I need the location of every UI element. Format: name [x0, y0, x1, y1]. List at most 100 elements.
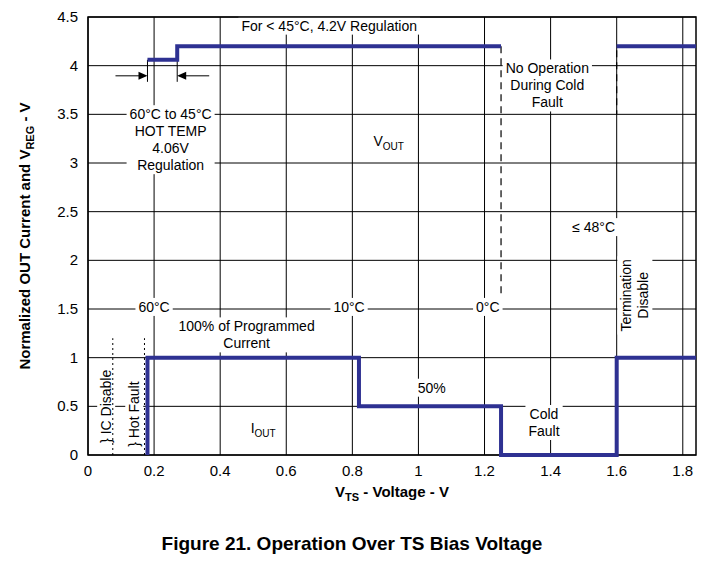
y-tick-label: 0	[70, 446, 78, 463]
x-tick-label: 0.2	[144, 462, 165, 479]
annotation-background	[415, 379, 449, 397]
annotation-background	[370, 132, 406, 153]
annotation: IOUT	[248, 419, 279, 440]
x-tick-label: 1.2	[474, 462, 495, 479]
x-tick-label: 1.4	[540, 462, 561, 479]
x-tick-label: 0	[84, 462, 92, 479]
subscript: OUT	[383, 141, 404, 152]
annotation-line: Disable	[635, 272, 651, 319]
annotation-text: 60°C	[138, 299, 169, 315]
x-tick-label: 0.4	[210, 462, 231, 479]
annotation: 60°C to 45°CHOT TEMP4.06VRegulation	[127, 105, 215, 174]
x-grid-line	[682, 17, 683, 455]
series-group	[147, 46, 696, 455]
y-tick-label: 1	[70, 349, 78, 366]
annotation-text: No OperationDuring ColdFault	[506, 60, 589, 110]
annotation: 0°C	[473, 298, 503, 316]
annotation-line: Fault	[528, 423, 559, 439]
background	[0, 0, 704, 571]
y-grid-line	[88, 260, 696, 261]
annotation-line: 100% of Programmed	[179, 318, 315, 334]
annotation-line: During Cold	[510, 77, 584, 93]
text-part: V	[335, 483, 345, 500]
annotation-background	[135, 298, 172, 316]
annotation: 50%	[415, 379, 449, 397]
annotation-background	[125, 378, 143, 449]
y-axis-label-group: Normalized OUT Current and VREG - V	[16, 102, 36, 369]
x-grid-line	[154, 17, 155, 455]
subscript: TS	[345, 491, 359, 503]
y-grid-line	[88, 65, 696, 66]
region-dot-line	[144, 338, 145, 455]
x-tick-label: 1.8	[672, 462, 693, 479]
annotation-background	[238, 17, 420, 35]
annotation-text: IOUT	[251, 420, 276, 439]
annotation-background	[473, 298, 503, 316]
annotation-background	[330, 298, 367, 316]
annotation: ≤ 48°C	[569, 218, 618, 236]
y-axis-label: Normalized OUT Current and VREG - V	[16, 102, 36, 369]
annotation-text: For < 45°C, 4.2V Regulation	[241, 18, 417, 34]
annotation-background	[503, 59, 592, 111]
annotation-text: 0°C	[476, 299, 500, 315]
annotation: 100% of ProgrammedCurrent	[176, 317, 318, 352]
guide-lines	[113, 46, 617, 455]
y-tick-label: 3.5	[57, 105, 78, 122]
vertical-annotation: } Hot Fault	[125, 378, 143, 449]
annotation-background	[617, 256, 652, 334]
y-tick-label: 0.5	[57, 397, 78, 414]
annotation-background	[176, 317, 318, 352]
arrow-head	[138, 72, 147, 80]
region-dot-line	[112, 338, 113, 455]
extension-line	[177, 60, 178, 82]
annotation-line: Current	[223, 335, 270, 351]
annotation-line: 60°C to 45°C	[130, 106, 212, 122]
cold-boundary-dash	[616, 50, 617, 114]
title: Figure 21. Operation Over TS Bias Voltag…	[162, 533, 543, 554]
dimension-arrows	[115, 60, 209, 82]
annotation: For < 45°C, 4.2V Regulation	[238, 17, 420, 35]
annotation-line: Cold	[530, 406, 559, 422]
y-grid-line	[88, 211, 696, 212]
arrow-head	[177, 72, 186, 80]
vertical-annotation: TerminationDisable	[617, 256, 652, 334]
annotation: 60°C	[135, 298, 172, 316]
x-grid-line	[220, 17, 221, 455]
series-line	[147, 358, 696, 455]
x-grid-line	[286, 17, 287, 455]
annotation-text: } Hot Fault	[126, 381, 142, 446]
annotation-text: 10°C	[333, 299, 364, 315]
y-grid-line	[88, 309, 696, 310]
y-tick-label: 3	[70, 154, 78, 171]
extension-line	[147, 60, 148, 82]
text-part: - Voltage - V	[359, 483, 449, 500]
annotation: No OperationDuring ColdFault	[503, 59, 592, 111]
annotation-text: } IC Disable	[98, 370, 114, 443]
annotation-line: No Operation	[506, 60, 589, 76]
subscript: OUT	[255, 428, 276, 439]
x-tick-label: 1	[414, 462, 422, 479]
annotation-background	[525, 405, 562, 440]
annotation-text: VOUT	[373, 133, 403, 152]
cold-boundary-dash	[500, 46, 501, 294]
annotation: ColdFault	[525, 405, 562, 440]
x-tick-label: 0.8	[342, 462, 363, 479]
y-tick-label: 1.5	[57, 300, 78, 317]
y-tick-label: 2	[70, 251, 78, 268]
annotation-text: ≤ 48°C	[572, 219, 615, 235]
y-tick-label: 2.5	[57, 203, 78, 220]
grid	[88, 17, 696, 455]
text-part: Normalized OUT Current and V	[16, 150, 33, 370]
annotation-text: 60°C to 45°CHOT TEMP4.06VRegulation	[130, 106, 212, 173]
annotation-text: 50%	[418, 380, 446, 396]
annotation-line: 4.06V	[152, 140, 189, 156]
x-tick-label: 0.6	[276, 462, 297, 479]
x-axis-label: VTS - Voltage - V	[335, 483, 449, 503]
annotation-background	[248, 419, 279, 440]
annotation-line: Fault	[532, 94, 563, 110]
series-line	[147, 46, 696, 60]
y-tick-label: 4	[70, 57, 78, 74]
annotation-line: HOT TEMP	[135, 123, 207, 139]
annotation-background	[127, 105, 215, 174]
annotation-text: 100% of ProgrammedCurrent	[179, 318, 315, 351]
